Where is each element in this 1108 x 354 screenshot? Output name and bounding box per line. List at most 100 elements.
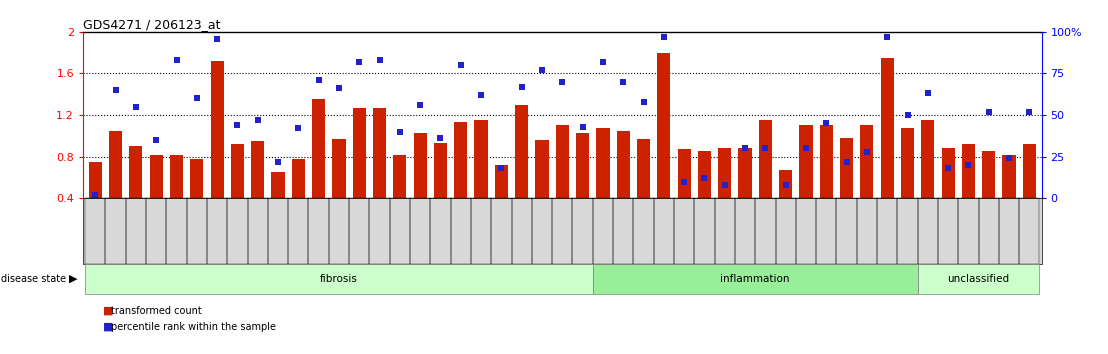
Bar [962, 144, 975, 198]
Text: fibrosis: fibrosis [320, 274, 358, 284]
Point [960, 162, 977, 168]
Point [574, 124, 592, 130]
Point [127, 104, 145, 110]
Point [879, 34, 896, 40]
Point [614, 79, 632, 85]
Point [655, 34, 673, 40]
Text: unclassified: unclassified [947, 274, 1009, 284]
Point [188, 96, 206, 101]
Bar [211, 61, 224, 198]
Point [635, 99, 653, 104]
Point [716, 182, 733, 188]
Point [167, 57, 185, 63]
Bar [454, 122, 468, 198]
Point [289, 126, 307, 131]
Bar [109, 131, 122, 198]
Point [452, 62, 470, 68]
Point [736, 145, 753, 151]
Text: disease state: disease state [1, 274, 66, 284]
Point [330, 86, 348, 91]
Point [696, 176, 714, 181]
Bar [1003, 155, 1016, 198]
Bar [434, 143, 447, 198]
Point [350, 59, 368, 65]
Text: GDS4271 / 206123_at: GDS4271 / 206123_at [83, 18, 220, 31]
Point [1020, 109, 1038, 115]
Bar [982, 152, 995, 198]
Bar [860, 125, 873, 198]
Bar [170, 155, 183, 198]
Point [208, 36, 226, 41]
Bar [535, 140, 548, 198]
Point [818, 120, 835, 126]
Bar [576, 133, 589, 198]
Bar [698, 152, 711, 198]
Bar [495, 165, 507, 198]
Bar [312, 99, 326, 198]
Bar [474, 120, 488, 198]
Bar [252, 141, 265, 198]
Text: transformed count: transformed count [111, 306, 202, 316]
Text: ■: ■ [103, 322, 113, 332]
Bar [637, 139, 650, 198]
Text: ▶: ▶ [69, 274, 78, 284]
Point [228, 122, 246, 128]
Point [513, 84, 531, 90]
Point [269, 159, 287, 165]
Bar [596, 127, 609, 198]
Point [757, 145, 774, 151]
Bar [1023, 144, 1036, 198]
Point [594, 59, 612, 65]
Bar [332, 139, 346, 198]
Point [919, 91, 936, 96]
Point [979, 109, 997, 115]
Bar [150, 155, 163, 198]
Point [249, 117, 267, 123]
Point [86, 192, 104, 198]
Bar [942, 148, 955, 198]
Bar [738, 148, 751, 198]
Bar [921, 120, 934, 198]
Point [940, 165, 957, 171]
Point [147, 137, 165, 143]
Text: inflammation: inflammation [720, 274, 790, 284]
Point [310, 77, 328, 83]
Bar [393, 155, 407, 198]
Point [777, 182, 794, 188]
Point [899, 112, 916, 118]
Bar [130, 146, 143, 198]
Point [371, 57, 389, 63]
Bar [617, 131, 629, 198]
Bar [352, 108, 366, 198]
Bar [820, 125, 833, 198]
Point [432, 136, 450, 141]
Bar [271, 172, 285, 198]
Bar [678, 149, 690, 198]
Point [553, 79, 572, 85]
Point [391, 129, 409, 135]
Point [493, 165, 511, 171]
Text: percentile rank within the sample: percentile rank within the sample [111, 322, 276, 332]
Bar [89, 162, 102, 198]
Bar [759, 120, 772, 198]
Bar [230, 144, 244, 198]
Point [533, 67, 551, 73]
Point [472, 92, 490, 98]
Bar [799, 125, 812, 198]
Point [411, 102, 429, 108]
Bar [373, 108, 387, 198]
Bar [718, 148, 731, 198]
Point [106, 87, 124, 93]
Bar [291, 159, 305, 198]
Bar [556, 125, 568, 198]
Point [1001, 155, 1018, 161]
Point [838, 159, 855, 165]
Point [858, 149, 875, 154]
Bar [515, 105, 529, 198]
Point [675, 179, 692, 184]
Bar [840, 138, 853, 198]
Bar [881, 58, 894, 198]
Text: ■: ■ [103, 306, 113, 316]
Bar [191, 159, 204, 198]
Bar [779, 170, 792, 198]
